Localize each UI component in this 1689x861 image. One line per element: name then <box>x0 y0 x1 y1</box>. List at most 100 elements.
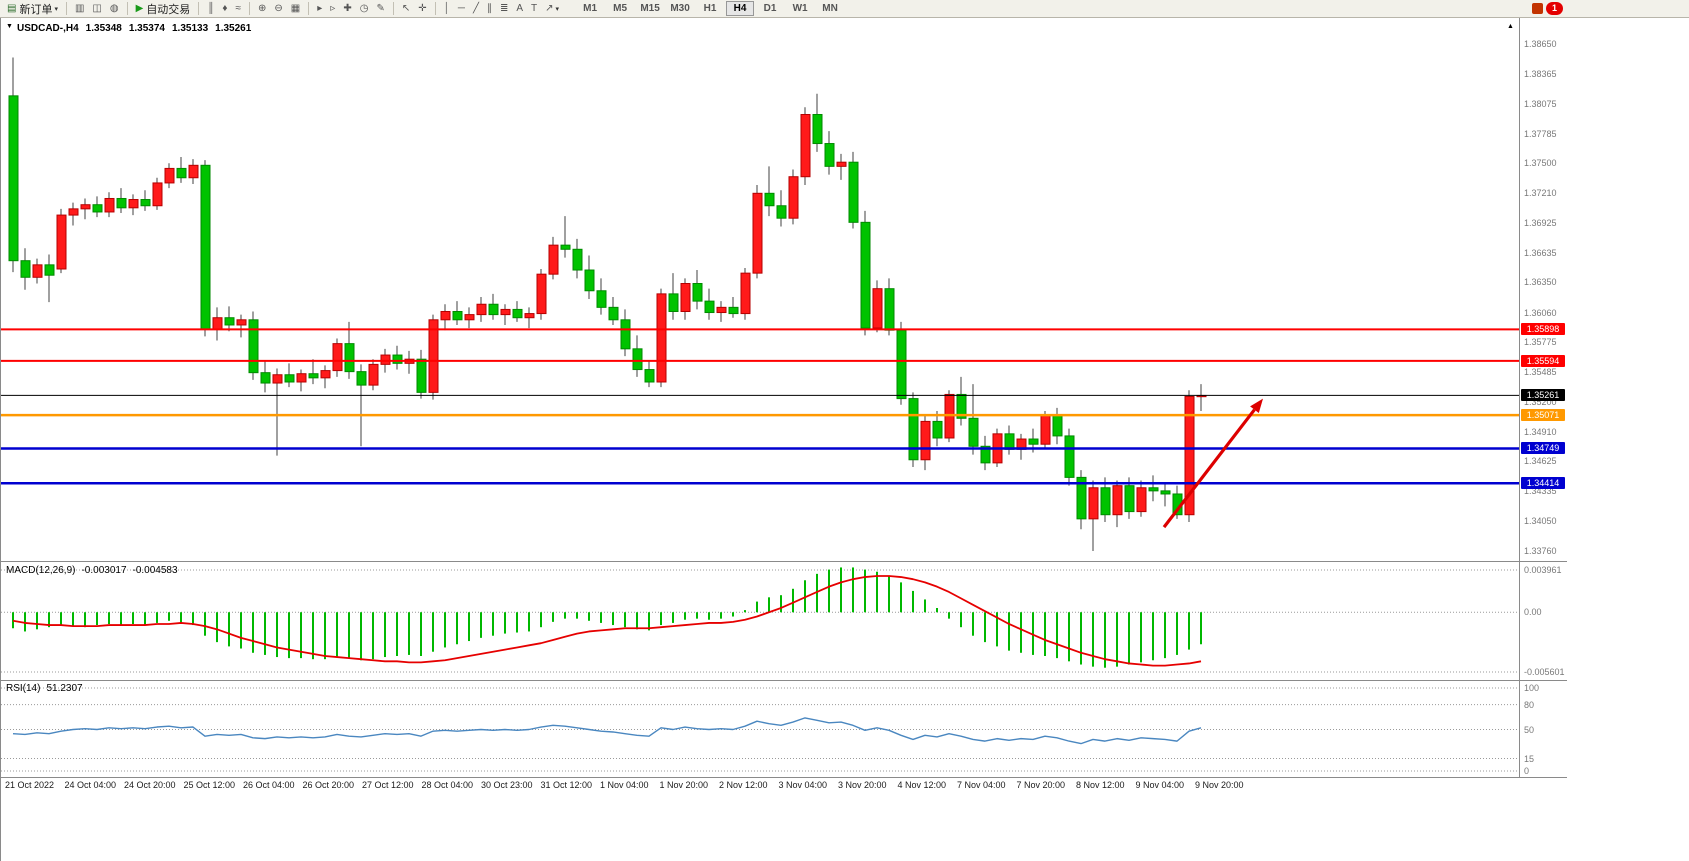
macd-tick-label: 0.00 <box>1524 607 1542 618</box>
trend-arrow[interactable] <box>1162 408 1256 529</box>
time-tick-label: 24 Oct 04:00 <box>64 780 117 790</box>
rsi-tick-label: 15 <box>1524 753 1535 764</box>
timeframe-w1-button[interactable]: W1 <box>792 3 808 14</box>
candlestick-chart-icon: ♦ <box>222 3 228 14</box>
macd-signal-value: -0.004583 <box>132 565 178 576</box>
rsi-indicator-title: RSI(14) 51.2307 <box>6 683 83 694</box>
text-icon: A <box>516 3 524 14</box>
arrows-icon: ↗ <box>545 3 554 14</box>
chart-shift-icon: ▹ <box>330 3 336 14</box>
rsi-label: RSI(14) <box>6 683 41 694</box>
toolbar-separator <box>249 2 251 15</box>
price-tick-label: 1.38650 <box>1524 39 1557 49</box>
price-open: 1.35348 <box>85 23 122 34</box>
zoom-out-button[interactable]: ⊖ <box>271 1 285 16</box>
chart-canvas[interactable] <box>1 18 1689 795</box>
data-window-button[interactable]: ◍ <box>107 1 122 16</box>
notification-badge[interactable]: 1 <box>1546 2 1563 15</box>
auto-scroll-button[interactable]: ▸ <box>314 1 325 16</box>
price-tick-label: 1.38365 <box>1524 68 1557 79</box>
rsi-tick-label: 0 <box>1524 766 1530 776</box>
zoom-in-button[interactable]: ⊕ <box>255 1 269 16</box>
crosshair-icon: ✛ <box>418 3 427 14</box>
cursor-button[interactable]: ↖ <box>399 1 413 16</box>
toolbar-separator <box>126 2 128 15</box>
toolbar-button-groups: ▤ 新订单 ▾ ▥ ◫ ◍ ▶ 自动交易 ║ ♦ ≈ ⊕ ⊖ ▦ ▸ ▹ ✚ ◷ ✎ ↖ ✛ │ ─ ╱ ∥ ≣ A T ↗ ▾ <box>3 1 563 16</box>
timeframe-m1-button[interactable]: M1 <box>583 3 598 14</box>
timeframe-h1-button[interactable]: H1 <box>703 3 717 14</box>
fibonacci-button[interactable]: ≣ <box>497 1 511 16</box>
zoom-in-icon: ⊕ <box>258 3 267 14</box>
tile-windows-button[interactable]: ▦ <box>288 1 303 16</box>
time-tick-label: 1 Nov 04:00 <box>600 780 649 790</box>
symbol-timeframe-label: USDCAD-,H4 <box>17 23 79 34</box>
price-line-label: 1.35261 <box>1521 389 1565 402</box>
timeframe-m30-button[interactable]: M30 <box>670 3 690 14</box>
templates-button[interactable]: ✎ <box>373 1 387 16</box>
chevron-down-icon: ▾ <box>555 5 560 13</box>
autotrade-button[interactable]: ▶ 自动交易 <box>133 1 194 16</box>
chart-menu-icon[interactable]: ▼ <box>6 23 13 30</box>
price-tick-label: 1.34335 <box>1524 486 1557 497</box>
time-tick-label: 28 Oct 04:00 <box>421 780 474 790</box>
price-tick-label: 1.35200 <box>1524 396 1557 407</box>
time-tick-label: 21 Oct 2022 <box>5 780 55 790</box>
timeframe-h4-button[interactable]: H4 <box>726 1 755 16</box>
timeframe-d1-button[interactable]: D1 <box>763 3 777 14</box>
bar-chart-button[interactable]: ║ <box>204 1 217 16</box>
time-tick-label: 26 Oct 04:00 <box>243 780 295 790</box>
price-tick-label: 1.34625 <box>1524 456 1557 467</box>
time-tick-label: 31 Oct 12:00 <box>540 780 593 790</box>
rsi-tick-label: 50 <box>1524 724 1535 735</box>
alerts-icon[interactable] <box>1532 3 1543 14</box>
arrows-button[interactable]: ↗ ▾ <box>542 1 562 16</box>
charts-button[interactable]: ▥ <box>72 1 87 16</box>
chart-shift-button[interactable]: ▹ <box>327 1 338 16</box>
macd-indicator-title: MACD(12,26,9) -0.003017 -0.004583 <box>6 565 178 576</box>
line-chart-button[interactable]: ≈ <box>233 1 245 16</box>
profiles-button[interactable]: ◫ <box>89 1 104 16</box>
timeframe-mn-button[interactable]: MN <box>822 3 838 14</box>
crosshair-button[interactable]: ✛ <box>415 1 429 16</box>
macd-main-value: -0.003017 <box>81 565 127 576</box>
time-tick-label: 1 Nov 20:00 <box>659 780 709 790</box>
horizontal-line-icon: ─ <box>457 3 465 14</box>
time-tick-label: 9 Nov 20:00 <box>1195 780 1244 790</box>
channel-button[interactable]: ∥ <box>484 1 495 16</box>
new-order-button[interactable]: ▤ 新订单 ▾ <box>4 1 61 16</box>
vertical-line-button[interactable]: │ <box>441 1 453 16</box>
time-tick-label: 3 Nov 20:00 <box>838 780 887 790</box>
trendline-button[interactable]: ╱ <box>470 1 482 16</box>
price-line-label: 1.35898 <box>1521 323 1565 336</box>
horizontal-line-button[interactable]: ─ <box>455 1 468 16</box>
auto-scroll-icon: ▸ <box>317 3 323 14</box>
trend-arrow-head[interactable] <box>1250 398 1263 414</box>
price-low: 1.35133 <box>171 23 209 34</box>
new-chart-button[interactable]: ✚ <box>340 1 354 16</box>
new-order-button-label: 新订单 <box>19 3 53 16</box>
price-line-label: 1.34749 <box>1521 442 1565 455</box>
line-chart-icon: ≈ <box>235 3 242 14</box>
zoom-out-icon: ⊖ <box>274 3 283 14</box>
autotrade-button-label: 自动交易 <box>146 3 191 16</box>
periodicity-button[interactable]: ◷ <box>357 1 372 16</box>
text-button[interactable]: A <box>513 1 526 16</box>
new-order-icon: ▤ <box>7 3 17 14</box>
price-tick-label: 1.34910 <box>1524 426 1557 437</box>
price-tick-label: 1.37500 <box>1524 158 1557 169</box>
time-tick-label: 25 Oct 12:00 <box>183 780 236 790</box>
timeframe-m15-button[interactable]: M15 <box>640 3 660 14</box>
candlestick-chart-button[interactable]: ♦ <box>219 1 230 16</box>
tile-windows-icon: ▦ <box>290 3 301 14</box>
text-label-button[interactable]: T <box>528 1 540 16</box>
cursor-icon: ↖ <box>401 3 411 14</box>
autotrade-icon: ▶ <box>135 3 144 14</box>
fibonacci-icon: ≣ <box>499 3 509 14</box>
macd-label: MACD(12,26,9) <box>6 565 76 576</box>
main-toolbar: ▤ 新订单 ▾ ▥ ◫ ◍ ▶ 自动交易 ║ ♦ ≈ ⊕ ⊖ ▦ ▸ ▹ ✚ ◷ ✎ ↖ ✛ │ ─ ╱ ∥ ≣ A T ↗ ▾ M1 M5… <box>0 0 1689 18</box>
templates-icon: ✎ <box>376 3 385 14</box>
macd-tick-label: -0.005601 <box>1524 667 1565 677</box>
toolbar-right-icons: 1 <box>1532 2 1563 15</box>
charts-icon: ▥ <box>74 3 85 14</box>
timeframe-m5-button[interactable]: M5 <box>613 3 628 14</box>
